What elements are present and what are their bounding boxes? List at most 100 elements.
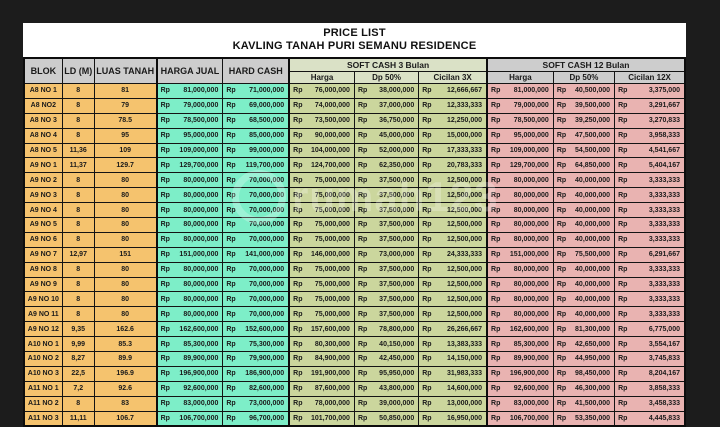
- currency-prefix: Rp: [491, 206, 501, 214]
- harga-jual-cell: Rp 80,000,000: [155, 291, 224, 308]
- sc3-cicilan-cell: Rp 14,150,000: [418, 351, 488, 367]
- amount-value: 3,333,333: [648, 176, 680, 184]
- currency-prefix: Rp: [491, 161, 501, 169]
- currency-prefix: Rp: [357, 102, 368, 110]
- sc12-dp50-cell: Rp 98,450,000: [552, 365, 616, 382]
- harga-jual-cell: Rp 80,000,000: [155, 261, 224, 278]
- sc3-dp50-cell: Rp 62,350,000: [353, 157, 420, 174]
- amount-value: 40,000,000: [575, 295, 611, 303]
- hard-cash-cell: Rp 119,700,000: [222, 157, 290, 174]
- sc3-harga-cell: Rp 73,500,000: [288, 112, 355, 129]
- currency-prefix: Rp: [422, 415, 432, 423]
- amount-value: 129,700,000: [509, 161, 549, 169]
- sc12-cicilan-cell: Rp 5,404,167: [614, 157, 686, 174]
- hard-cash-cell: Rp 70,000,000: [222, 187, 290, 204]
- currency-prefix: Rp: [556, 325, 567, 333]
- luas-tanah-cell: 80: [93, 217, 158, 233]
- amount-value: 12,250,000: [446, 117, 483, 125]
- sc3-harga-cell: Rp 146,000,000: [288, 246, 355, 263]
- amount-value: 37,500,000: [379, 191, 415, 199]
- amount-value: 78,500,000: [183, 117, 219, 125]
- currency-prefix: Rp: [618, 295, 628, 303]
- amount-value: 3,333,333: [648, 206, 680, 214]
- luas-tanah-cell: 129.7: [93, 157, 158, 174]
- sc3-harga-cell: Rp 90,000,000: [288, 127, 355, 144]
- hard-cash-cell: Rp 70,000,000: [222, 202, 290, 219]
- amount-value: 37,500,000: [379, 221, 415, 229]
- currency-prefix: Rp: [556, 295, 567, 303]
- amount-value: 75,000,000: [314, 281, 350, 289]
- sc12-cicilan-cell: Rp 8,204,167: [614, 365, 686, 382]
- ld-cell: 8: [61, 276, 95, 293]
- currency-prefix: Rp: [293, 400, 303, 408]
- amount-value: 87,600,000: [314, 385, 350, 393]
- amount-value: 80,000,000: [513, 221, 549, 229]
- currency-prefix: Rp: [160, 87, 170, 95]
- currency-prefix: Rp: [422, 251, 432, 259]
- amount-value: 186,900,000: [245, 370, 285, 378]
- sc12-harga-cell: Rp 80,000,000: [486, 217, 554, 233]
- currency-prefix: Rp: [293, 370, 303, 378]
- hard-cash-cell: Rp 82,600,000: [222, 380, 290, 397]
- currency-prefix: Rp: [556, 102, 567, 110]
- amount-value: 50,850,000: [379, 415, 415, 423]
- amount-value: 40,000,000: [575, 266, 611, 274]
- currency-prefix: Rp: [491, 117, 501, 125]
- amount-value: 83,000,000: [183, 400, 219, 408]
- sc12-dp50-cell: Rp 54,500,000: [552, 142, 616, 159]
- currency-prefix: Rp: [226, 117, 236, 125]
- amount-value: 76,000,000: [314, 87, 350, 95]
- harga-jual-cell: Rp 80,000,000: [155, 202, 224, 219]
- currency-prefix: Rp: [618, 340, 628, 348]
- currency-prefix: Rp: [357, 310, 368, 318]
- blok-cell: A8 NO 3: [23, 112, 63, 129]
- sc12-dp50-cell: Rp 40,000,000: [552, 291, 616, 308]
- currency-prefix: Rp: [618, 251, 628, 259]
- amount-value: 85,300,000: [183, 340, 219, 348]
- ld-cell: 8: [61, 127, 95, 144]
- currency-prefix: Rp: [293, 191, 303, 199]
- amount-value: 3,291,667: [648, 102, 680, 110]
- table-row: A9 NO 8 8 80 Rp 80,000,000 Rp 70,000,000 Rp 75,0…: [23, 261, 686, 278]
- currency-prefix: Rp: [422, 266, 432, 274]
- currency-prefix: Rp: [226, 310, 236, 318]
- sc12-cicilan-cell: Rp 3,858,333: [614, 380, 686, 397]
- amount-value: 3,270,833: [648, 117, 680, 125]
- table-row: A8 NO 1 8 81 Rp 81,000,000 Rp 71,000,000 Rp 76,0…: [23, 83, 686, 99]
- luas-tanah-cell: 85.3: [93, 336, 158, 353]
- currency-prefix: Rp: [160, 340, 170, 348]
- ld-cell: 8,27: [61, 351, 95, 367]
- currency-prefix: Rp: [618, 385, 628, 393]
- luas-tanah-cell: 80: [93, 261, 158, 278]
- amount-value: 70,000,000: [249, 221, 285, 229]
- currency-prefix: Rp: [160, 266, 170, 274]
- amount-value: 74,000,000: [314, 102, 350, 110]
- currency-prefix: Rp: [422, 87, 432, 95]
- blok-cell: A9 NO 11: [23, 306, 63, 323]
- ld-cell: 12,97: [61, 246, 95, 263]
- amount-value: 70,000,000: [249, 266, 285, 274]
- sc12-harga-cell: Rp 83,000,000: [486, 395, 554, 412]
- amount-value: 14,150,000: [446, 355, 483, 363]
- currency-prefix: Rp: [491, 87, 501, 95]
- amount-value: 75,500,000: [575, 251, 611, 259]
- amount-value: 75,000,000: [314, 310, 350, 318]
- currency-prefix: Rp: [357, 415, 368, 423]
- amount-value: 41,500,000: [575, 400, 611, 408]
- sc12-dp50-cell: Rp 64,850,000: [552, 157, 616, 174]
- amount-value: 90,000,000: [314, 132, 350, 140]
- sc3-dp50-cell: Rp 37,500,000: [353, 261, 420, 278]
- table-row: A9 NO 5 8 80 Rp 80,000,000 Rp 70,000,000 Rp 75,0…: [23, 217, 686, 233]
- amount-value: 46,300,000: [575, 385, 611, 393]
- sc12-cicilan-cell: Rp 3,333,333: [614, 202, 686, 219]
- hard-cash-cell: Rp 75,300,000: [222, 336, 290, 353]
- currency-prefix: Rp: [293, 340, 303, 348]
- sc3-cicilan-cell: Rp 12,500,000: [418, 276, 488, 293]
- currency-prefix: Rp: [357, 117, 368, 125]
- ld-cell: 9,99: [61, 336, 95, 353]
- amount-value: 196,900,000: [509, 370, 549, 378]
- currency-prefix: Rp: [556, 340, 567, 348]
- currency-prefix: Rp: [618, 236, 628, 244]
- sc12-cicilan-cell: Rp 3,333,333: [614, 276, 686, 293]
- amount-value: 80,000,000: [513, 281, 549, 289]
